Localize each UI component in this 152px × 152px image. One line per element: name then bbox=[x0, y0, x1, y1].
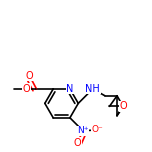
Text: O⁻: O⁻ bbox=[91, 125, 103, 135]
Text: O: O bbox=[74, 138, 81, 148]
Text: O: O bbox=[26, 71, 33, 81]
Text: NH: NH bbox=[85, 84, 100, 94]
Text: O: O bbox=[119, 101, 127, 111]
Text: N: N bbox=[66, 84, 74, 94]
Text: O: O bbox=[23, 84, 30, 94]
Text: N⁺: N⁺ bbox=[77, 126, 89, 135]
